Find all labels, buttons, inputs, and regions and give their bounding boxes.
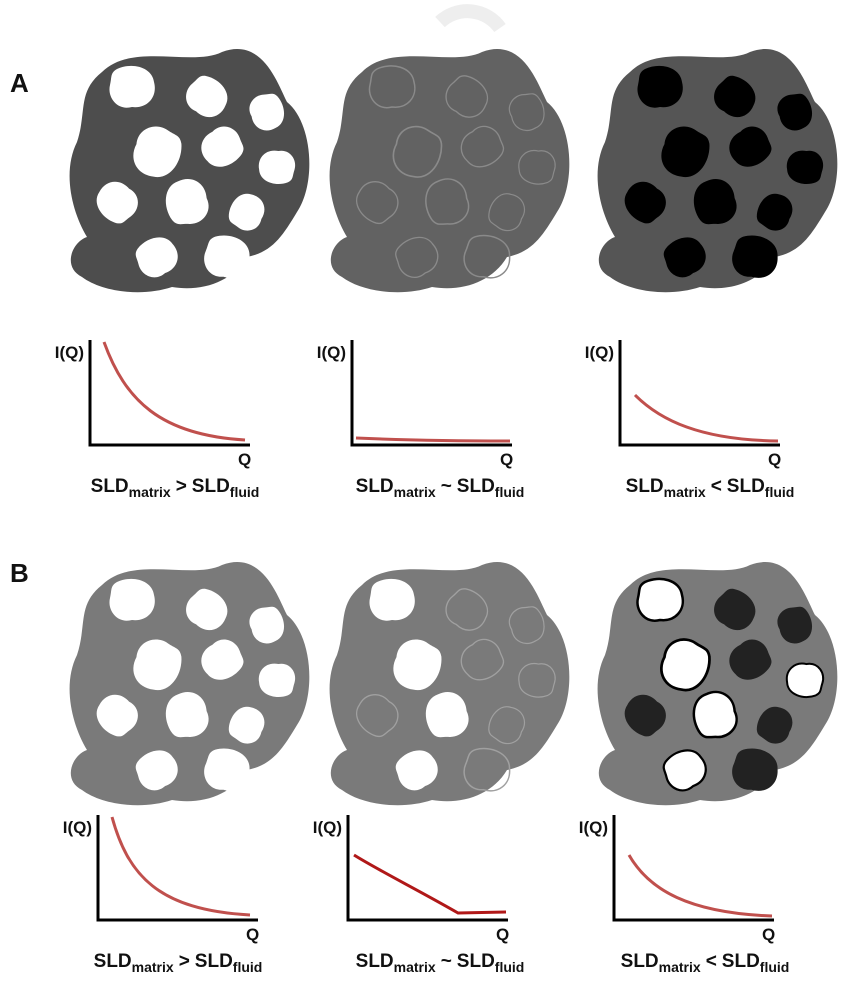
x-axis-label: Q [246, 925, 259, 944]
curve [112, 817, 250, 915]
caption: SLDmatrix~SLDfluid [356, 951, 525, 975]
particle-blob [598, 562, 838, 805]
pore [637, 579, 682, 621]
caption-right: SLD [457, 951, 495, 972]
caption-left: SLD [94, 951, 132, 972]
pore [109, 66, 154, 108]
y-axis-label: I(Q) [63, 818, 92, 837]
scattering-plot: I(Q) Q [313, 815, 510, 944]
axes [352, 340, 512, 445]
caption-relation: > [179, 951, 190, 972]
caption-left-sub: matrix [659, 959, 701, 975]
caption-left-sub: matrix [132, 959, 174, 975]
caption-right-sub: fluid [495, 484, 525, 500]
caption-right-sub: fluid [230, 484, 260, 500]
scattering-plot: I(Q) Q [585, 340, 782, 469]
caption-right-sub: fluid [765, 484, 795, 500]
caption-left: SLD [356, 951, 394, 972]
caption-left-sub: matrix [394, 484, 436, 500]
curve [354, 855, 506, 913]
axes [348, 815, 508, 920]
y-axis-label: I(Q) [55, 343, 84, 362]
y-axis-label: I(Q) [313, 818, 342, 837]
y-axis-label: I(Q) [585, 343, 614, 362]
x-axis-label: Q [762, 925, 775, 944]
caption-right-sub: fluid [233, 959, 263, 975]
particle-blob [330, 562, 570, 805]
particle-blob [330, 49, 570, 292]
caption: SLDmatrix>SLDfluid [94, 951, 263, 975]
pore [109, 579, 154, 621]
x-axis-label: Q [238, 450, 251, 469]
particle-blob [70, 49, 310, 292]
x-axis-label: Q [500, 450, 513, 469]
caption-right-sub: fluid [495, 959, 525, 975]
caption-right: SLD [727, 476, 765, 497]
axes [620, 340, 780, 445]
caption-relation: < [706, 951, 717, 972]
caption-left: SLD [356, 476, 394, 497]
caption-left: SLD [91, 476, 129, 497]
caption-right: SLD [457, 476, 495, 497]
caption-left-sub: matrix [394, 959, 436, 975]
caption-relation: < [711, 476, 722, 497]
caption-relation: ~ [441, 951, 452, 972]
axes [98, 815, 258, 920]
scattering-plot: I(Q) Q [63, 815, 260, 944]
panel-label: B [10, 558, 29, 588]
scattering-plot: I(Q) Q [317, 340, 514, 469]
scattering-plot: I(Q) Q [579, 815, 776, 944]
caption: SLDmatrix~SLDfluid [356, 476, 525, 500]
watermark-arc [440, 11, 500, 28]
caption: SLDmatrix>SLDfluid [91, 476, 260, 500]
caption-right: SLD [722, 951, 760, 972]
curve [104, 342, 245, 440]
caption: SLDmatrix<SLDfluid [621, 951, 790, 975]
caption-left-sub: matrix [664, 484, 706, 500]
scattering-plot: I(Q) Q [55, 340, 252, 469]
axes [90, 340, 250, 445]
figure: AI(Q)QSLDmatrix>SLDfluidI(Q)QSLDmatrix~S… [0, 0, 842, 983]
caption-relation: ~ [441, 476, 452, 497]
panel-label: A [10, 68, 29, 98]
y-axis-label: I(Q) [317, 343, 346, 362]
caption-right: SLD [192, 476, 230, 497]
y-axis-label: I(Q) [579, 818, 608, 837]
particle-blob [70, 562, 310, 805]
pore [785, 662, 824, 698]
pore [369, 579, 414, 621]
caption-right-sub: fluid [760, 959, 790, 975]
caption-left-sub: matrix [129, 484, 171, 500]
caption-left: SLD [626, 476, 664, 497]
particle-blob [598, 49, 838, 292]
x-axis-label: Q [496, 925, 509, 944]
caption: SLDmatrix<SLDfluid [626, 476, 795, 500]
caption-relation: > [176, 476, 187, 497]
caption-left: SLD [621, 951, 659, 972]
curve [629, 855, 772, 916]
x-axis-label: Q [768, 450, 781, 469]
curve [356, 438, 510, 441]
curve [635, 395, 778, 441]
pore [637, 66, 682, 108]
caption-right: SLD [195, 951, 233, 972]
